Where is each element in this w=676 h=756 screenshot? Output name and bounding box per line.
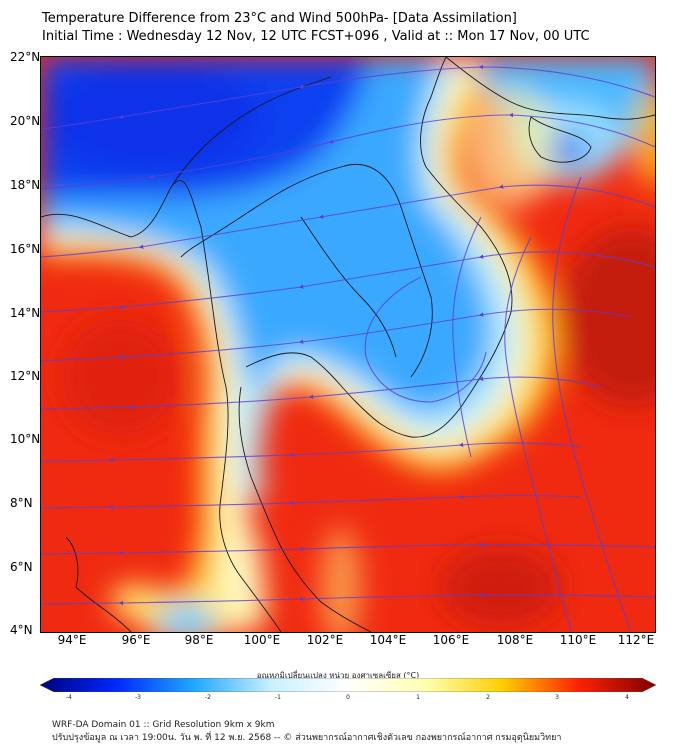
footer-domain-info: WRF-DA Domain 01 :: Grid Resolution 9km … (52, 720, 275, 730)
lon-label-94: 94°E (57, 633, 87, 647)
lat-label-12: 12°N (10, 369, 41, 383)
map-title: Temperature Difference from 23°C and Win… (42, 11, 517, 26)
colorbar-tick-neg3: -3 (135, 694, 141, 701)
colorbar-tick-neg4: -4 (66, 694, 72, 701)
temperature-map (41, 57, 655, 632)
lat-label-22: 22°N (10, 50, 41, 64)
lon-label-110: 110°E (559, 633, 597, 647)
map-subtitle: Initial Time : Wednesday 12 Nov, 12 UTC … (42, 29, 590, 44)
footer: WRF-DA Domain 01 :: Grid Resolution 9km … (52, 719, 561, 745)
lon-label-98: 98°E (184, 633, 214, 647)
lon-label-108: 108°E (496, 633, 534, 647)
colorbar-title: อุณหภูมิเปลี่ยนแปลง หน่วย องศาเซลเซียส (… (256, 671, 420, 680)
lon-label-104: 104°E (369, 633, 407, 647)
lat-label-14: 14°N (10, 306, 41, 320)
lon-label-96: 96°E (121, 633, 151, 647)
lon-label-100: 100°E (243, 633, 281, 647)
colorbar-tick-3: 3 (555, 694, 559, 701)
colorbar-tick-neg2: -2 (205, 694, 211, 701)
colorbar-bar (40, 678, 656, 692)
lat-label-10: 10°N (10, 432, 41, 446)
lat-label-20: 20°N (10, 114, 41, 128)
colorbar-tick-0: 0 (346, 694, 350, 701)
lon-label-112: 112°E (617, 633, 655, 647)
title-block: Temperature Difference from 23°C and Win… (42, 10, 590, 46)
colorbar (40, 678, 656, 692)
colorbar-tick-2: 2 (486, 694, 490, 701)
lat-label-8: 8°N (10, 496, 33, 510)
lon-label-106: 106°E (432, 633, 470, 647)
colorbar-tick-neg1: -1 (275, 694, 281, 701)
lon-label-102: 102°E (306, 633, 344, 647)
lat-label-18: 18°N (10, 178, 41, 192)
colorbar-tick-1: 1 (416, 694, 420, 701)
map-panel (40, 56, 656, 633)
lat-label-16: 16°N (10, 242, 41, 256)
wind-streamlines (41, 64, 655, 632)
lat-label-6: 6°N (10, 560, 33, 574)
lat-label-4: 4°N (10, 623, 33, 637)
colorbar-tick-4: 4 (625, 694, 629, 701)
footer-credit: ปรับปรุงข้อมูล ณ เวลา 19:00น. วัน พ. ที่… (52, 733, 562, 743)
